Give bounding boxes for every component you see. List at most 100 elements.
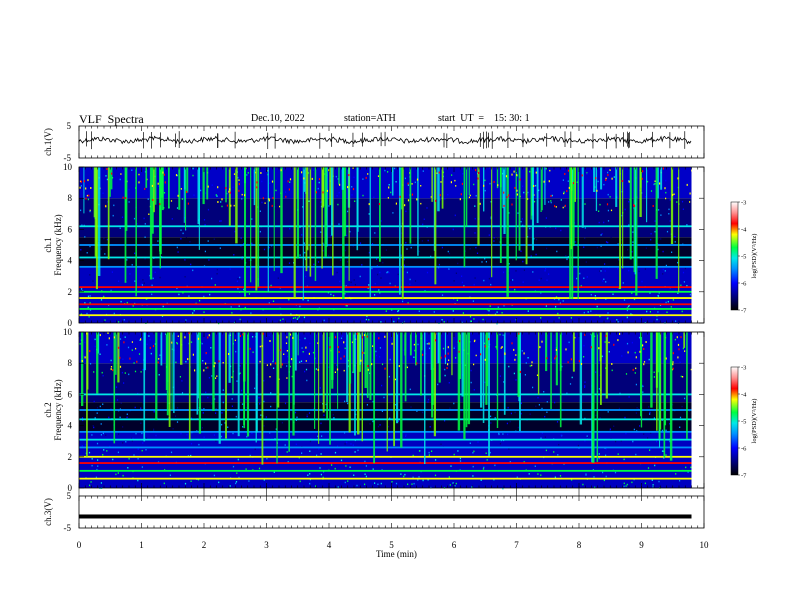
ch1-spectrogram-pixel [148,213,150,215]
ch2-spectrogram-sferic [246,332,250,437]
ch2-spectrogram-pixel [356,484,358,487]
ch2-spectrogram-sferic [276,332,280,408]
ch2-spectrogram-pixel [473,389,475,391]
ch2-spectrogram-band [79,469,692,472]
ch1-spectrogram-pixel [154,271,156,274]
ch1-spectrogram-hotspot [596,189,598,192]
ch1-spectrogram-pixel [336,195,338,197]
ch1-spectrogram-pixel [405,210,407,213]
ch1-spectrogram-pixel [469,194,471,197]
ch2-spectrogram-pixel [644,482,646,485]
ch2-spectrogram-pixel [470,381,472,384]
ch1-spectrogram-pixel [555,296,558,298]
ch1-spectrogram-pixel [627,305,630,308]
ch1-spectrogram-pixel [514,288,516,291]
ch2-spectrogram-pixel [316,454,318,457]
ch1-spectrogram-hotspot [411,193,413,196]
ch2-spectrogram-pixel [119,338,122,340]
ch1-spectrogram-pixel [522,219,524,222]
ch1-spectrogram-pixel [371,243,374,245]
ch1-spectrogram-pixel [682,271,685,274]
ch2-spectrogram-hotspot [398,365,400,368]
ch2-spectrogram-hotspot [184,336,186,339]
ch1-spectrogram-pixel [665,301,667,304]
ch1-spectrogram-pixel [597,215,599,217]
ch1-spectrogram-pixel [89,295,91,297]
ch2-spectrogram-hotspot [334,336,337,339]
ch2-spectrogram-pixel [208,377,210,379]
ch2-spectrogram-pixel [238,476,240,479]
ch1-spectrogram-hotspot [438,171,440,174]
ch2-spectrogram-sferic [461,332,464,397]
ch1-spectrogram-pixel [421,240,423,242]
ch2-spectrogram-hotspot [360,359,362,362]
ch1-spectrogram-pixel [427,239,429,242]
ch1-spectrogram-hotspot [554,205,556,208]
ch1-spectrogram-pixel [610,236,612,239]
ch2-spectrogram-hotspot [459,340,461,343]
ch1-spectrogram-pixel [674,241,676,243]
ch2-spectrogram-pixel [201,427,203,429]
ch3-waveform-ytick-bottom: -5 [64,523,72,533]
ch2-spectrogram-pixel [125,441,127,443]
ch1-spectrogram-pixel [303,316,306,319]
ch1-spectrogram-pixel [626,309,628,312]
ch2-spectrogram-pixel [215,412,217,414]
ch2-spectrogram-hotspot [384,335,386,338]
ch2-spectrogram-pixel [661,429,663,432]
ch2-spectrogram-pixel [403,349,405,351]
ch2-spectrogram-pixel [609,428,611,430]
ch1-spectrogram-sferic [202,167,205,205]
ch1-spectrogram-pixel [622,282,624,284]
ch2-spectrogram-pixel [448,382,450,384]
ch2-spectrogram-pixel [671,368,673,371]
x-tick-label: 8 [577,540,582,550]
ch1-spectrogram-pixel [414,280,417,282]
ch1-spectrogram-pixel [548,201,550,203]
ch1-spectrogram-sferic [185,167,187,230]
ch1-spectrogram-hotspot [572,182,574,185]
ch2-spectrogram-pixel [320,422,322,425]
ch2-spectrogram-pixel [318,448,320,450]
ch1-spectrogram-pixel [353,176,355,179]
ch1-spectrogram-pixel [441,319,443,321]
ch1-spectrogram-hotspot [548,180,550,183]
ch2-spectrogram-pixel [241,389,243,392]
ch1-spectrogram-pixel [368,284,370,286]
ch2-spectrogram-band [79,438,692,441]
ch1-spectrogram-pixel [550,200,552,202]
ch2-spectrogram-pixel [499,375,501,377]
ch1-spectrogram-pixel [464,250,466,252]
ch2-spectrogram-pixel [582,483,584,486]
ch1-spectrogram-pixel [420,230,422,233]
ch1-spectrogram-pixel [527,310,529,312]
ch1-spectrogram-pixel [393,320,395,323]
ch1-spectrogram-pixel [320,233,322,235]
ch2-spectrogram-pixel [309,473,311,475]
ch1-spectrogram-sferic [145,167,148,188]
ch1-spectrogram-hotspot [566,190,568,193]
ch2-spectrogram-sferic [496,332,499,429]
ch2-spectrogram-pixel [642,391,644,393]
ch1-spectrogram-pixel [238,179,240,181]
ch2-spectrogram-band [79,393,692,396]
ch2-spectrogram-pixel [536,374,539,376]
ch2-spectrogram-pixel [428,454,430,456]
ch1-spectrogram-pixel [320,201,322,204]
ch2-spectrogram-pixel [289,365,291,368]
ch2-spectrogram-pixel [682,376,684,378]
ch2-spectrogram-pixel [258,397,260,399]
ch1-spectrogram-pixel [536,215,538,218]
ch1-spectrogram-pixel [660,214,662,216]
ch1-spectrogram-pixel [658,233,660,236]
ch1-spectrogram-sferic [639,167,642,217]
ch1-spectrogram-hotspot [83,180,86,183]
ch1-spectrogram-pixel [269,182,271,184]
ch1-spectrogram-pixel [409,283,411,285]
ch2-spectrogram-pixel [246,436,248,438]
ch2-spectrogram-pixel [284,444,286,446]
ch1-spectrogram-pixel [601,233,603,235]
ch1-spectrogram-pixel [387,271,389,273]
ch1-spectrogram-pixel [219,220,221,222]
ch2-spectrogram-pixel [541,407,543,410]
